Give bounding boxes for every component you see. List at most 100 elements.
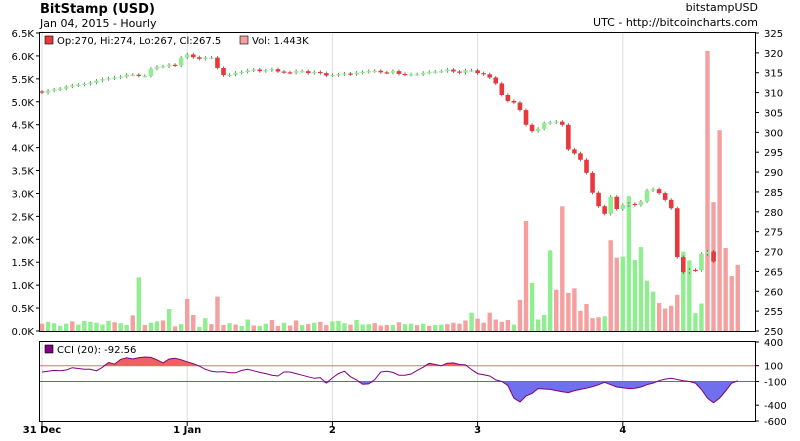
candle-down	[668, 199, 674, 209]
candle-up	[124, 74, 129, 77]
volume-bar	[57, 325, 63, 331]
volume-tick-label: 0.0K	[12, 327, 35, 338]
candle-up	[420, 72, 426, 75]
volume-bar	[463, 320, 468, 331]
cci-tick-label: -100	[764, 378, 787, 389]
volume-tick-label: 1.0K	[12, 281, 35, 292]
candle-down	[566, 124, 571, 150]
volume-bar	[209, 324, 214, 331]
price-tick-label: 280	[764, 208, 783, 219]
volume-bar	[554, 289, 559, 331]
volume-bar	[360, 324, 365, 331]
volume-bar	[687, 260, 692, 331]
candle-up	[184, 54, 190, 58]
volume-bar	[433, 325, 438, 331]
volume-bar	[729, 275, 734, 331]
volume-bar	[705, 50, 710, 331]
candle-up	[608, 196, 613, 214]
candle-up	[432, 71, 438, 73]
volume-tick-label: 3.0K	[12, 189, 35, 200]
candle-down	[457, 71, 462, 73]
volume-bar	[608, 240, 613, 331]
volume-bar	[584, 303, 589, 331]
candle-down	[190, 54, 196, 58]
volume-bar	[166, 308, 172, 331]
candle-up	[160, 66, 166, 68]
candle-up	[269, 69, 275, 71]
volume-bar	[439, 324, 444, 331]
volume-bar	[511, 324, 517, 331]
volume-bar	[251, 325, 256, 331]
candle-up	[547, 122, 553, 124]
candle-up	[209, 57, 214, 59]
price-tick-label: 300	[764, 128, 783, 139]
cci-panel	[40, 356, 755, 404]
source-timezone: UTC - http://bitcoincharts.com	[593, 16, 758, 29]
candle-down	[305, 71, 311, 74]
candle-up	[699, 253, 704, 271]
volume-bar	[723, 248, 728, 331]
volume-bar	[299, 325, 305, 331]
volume-bar	[148, 322, 154, 331]
volume-bar	[560, 206, 565, 331]
candle-up	[354, 72, 359, 75]
volume-tick-label: 2.0K	[12, 235, 35, 246]
volume-bar	[656, 303, 662, 331]
chart-subtitle: Jan 04, 2015 - Hourly	[39, 17, 157, 30]
candle-down	[348, 73, 353, 75]
volume-bar	[451, 322, 456, 331]
volume-bar	[578, 310, 583, 331]
candle-up	[263, 70, 269, 72]
candle-down	[378, 70, 384, 73]
volume-bar	[384, 325, 390, 331]
volume-bar	[541, 314, 547, 331]
volume-bar	[191, 314, 196, 331]
cci-legend-swatch	[44, 344, 54, 354]
candle-up	[414, 74, 420, 76]
price-tick-label: 305	[764, 108, 783, 119]
candle-up	[535, 128, 541, 132]
volume-bar	[517, 299, 523, 331]
volume-bar	[142, 325, 148, 331]
volume-bar	[257, 325, 262, 331]
chart-title: BitStamp (USD)	[40, 2, 155, 17]
candle-up	[336, 74, 341, 76]
volume-bar	[735, 264, 740, 331]
volume-bar	[287, 325, 293, 331]
x-tick-label: 2	[329, 425, 336, 436]
volume-bar	[293, 320, 299, 331]
volume-bar	[499, 321, 504, 331]
candle-up	[293, 71, 299, 73]
volume-bar	[481, 322, 486, 331]
volume-bar	[529, 282, 535, 331]
candle-up	[644, 190, 650, 202]
candle-up	[154, 66, 160, 69]
volume-bar	[269, 319, 275, 331]
candle-down	[505, 94, 511, 101]
candle-up	[439, 71, 444, 73]
price-tick-label: 295	[764, 148, 783, 159]
volume-bar	[100, 324, 105, 331]
candle-down	[693, 269, 698, 272]
source-name: bitstampUSD	[686, 1, 758, 14]
candle-down	[529, 124, 535, 132]
candle-up	[57, 88, 63, 90]
volume-bar	[475, 318, 480, 331]
volume-tick-label: 5.5K	[12, 75, 35, 86]
candle-up	[45, 90, 51, 93]
ohlc-legend: Op:270, Hi:274, Lo:267, Cl:267.5	[57, 36, 221, 47]
candle-up	[251, 69, 257, 71]
volume-bar	[324, 325, 329, 331]
volume-bar	[408, 323, 414, 331]
volume-bar	[245, 319, 250, 331]
candle-down	[493, 77, 499, 84]
volume-tick-label: 0.5K	[12, 304, 35, 315]
volume-bar	[39, 323, 45, 331]
candle-up	[106, 78, 111, 80]
candle-down	[215, 57, 220, 68]
volume-bar	[626, 196, 632, 331]
candle-up	[553, 121, 559, 123]
volume-bar	[711, 202, 716, 331]
volume-bar	[281, 322, 287, 331]
candle-down	[511, 100, 517, 103]
